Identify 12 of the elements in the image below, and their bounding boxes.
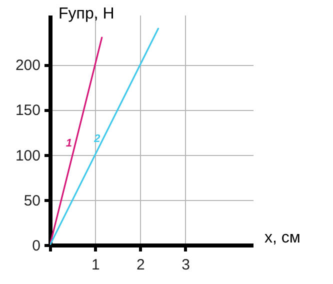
- x-axis-title: x, см: [264, 230, 300, 246]
- series-label: 2: [93, 132, 100, 145]
- y-axis-title: Fупр, Н: [58, 6, 114, 22]
- x-tick-label: 3: [182, 256, 190, 274]
- x-tick-label: 1: [91, 256, 100, 274]
- x-tick-label: 2: [136, 256, 145, 274]
- y-tick-label: 100: [15, 147, 40, 164]
- y-tick-label: 0: [32, 238, 40, 254]
- y-tick-label: 50: [24, 192, 40, 210]
- series-label: 1: [66, 137, 72, 150]
- y-tick-label: 200: [15, 57, 40, 74]
- y-tick-label: 150: [15, 102, 40, 120]
